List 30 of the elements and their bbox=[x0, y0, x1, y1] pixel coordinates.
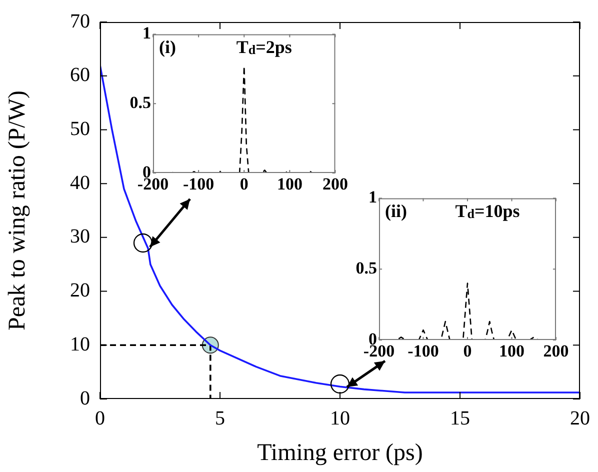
annotation: (ii) bbox=[385, 201, 407, 222]
y-tick-label: 60 bbox=[70, 64, 90, 86]
chart-title: Td=2ps bbox=[236, 37, 292, 58]
x-tick-label: 0 bbox=[240, 174, 248, 194]
x-tick-label: 10 bbox=[330, 407, 350, 430]
y-tick-label: 0 bbox=[80, 387, 90, 410]
x-tick-label: 15 bbox=[450, 407, 470, 430]
x-tick-label: 20 bbox=[570, 407, 590, 430]
y-tick-label: 30 bbox=[70, 226, 90, 248]
y-tick-label: 70 bbox=[70, 10, 90, 32]
x-tick-label: -100 bbox=[182, 174, 214, 194]
x-tick-label: -100 bbox=[408, 342, 439, 361]
x-tick-label: 0 bbox=[463, 342, 472, 361]
chart-title: Td=10ps bbox=[455, 201, 520, 222]
x-tick-label: 100 bbox=[276, 174, 302, 194]
x-tick-label: 0 bbox=[95, 407, 105, 430]
x-tick-label: 5 bbox=[215, 407, 225, 430]
y-tick-label: 40 bbox=[70, 172, 90, 194]
y-tick-label: 1 bbox=[368, 188, 377, 207]
x-tick-label: 100 bbox=[499, 342, 524, 361]
y-tick-label: 1 bbox=[142, 24, 151, 43]
x-tick-label: 200 bbox=[543, 342, 569, 361]
y-tick-label: 20 bbox=[70, 280, 90, 302]
y-tick-label: 0.5 bbox=[356, 258, 377, 278]
x-tick-label: 200 bbox=[322, 174, 348, 194]
y-tick-label: 0.5 bbox=[130, 92, 151, 112]
y-axis-title: Peak to wing ratio (P/W) bbox=[4, 90, 31, 330]
annotation: (i) bbox=[159, 37, 176, 58]
x-axis-title: Timing error (ps) bbox=[257, 440, 423, 466]
y-tick-label: 50 bbox=[70, 118, 90, 140]
